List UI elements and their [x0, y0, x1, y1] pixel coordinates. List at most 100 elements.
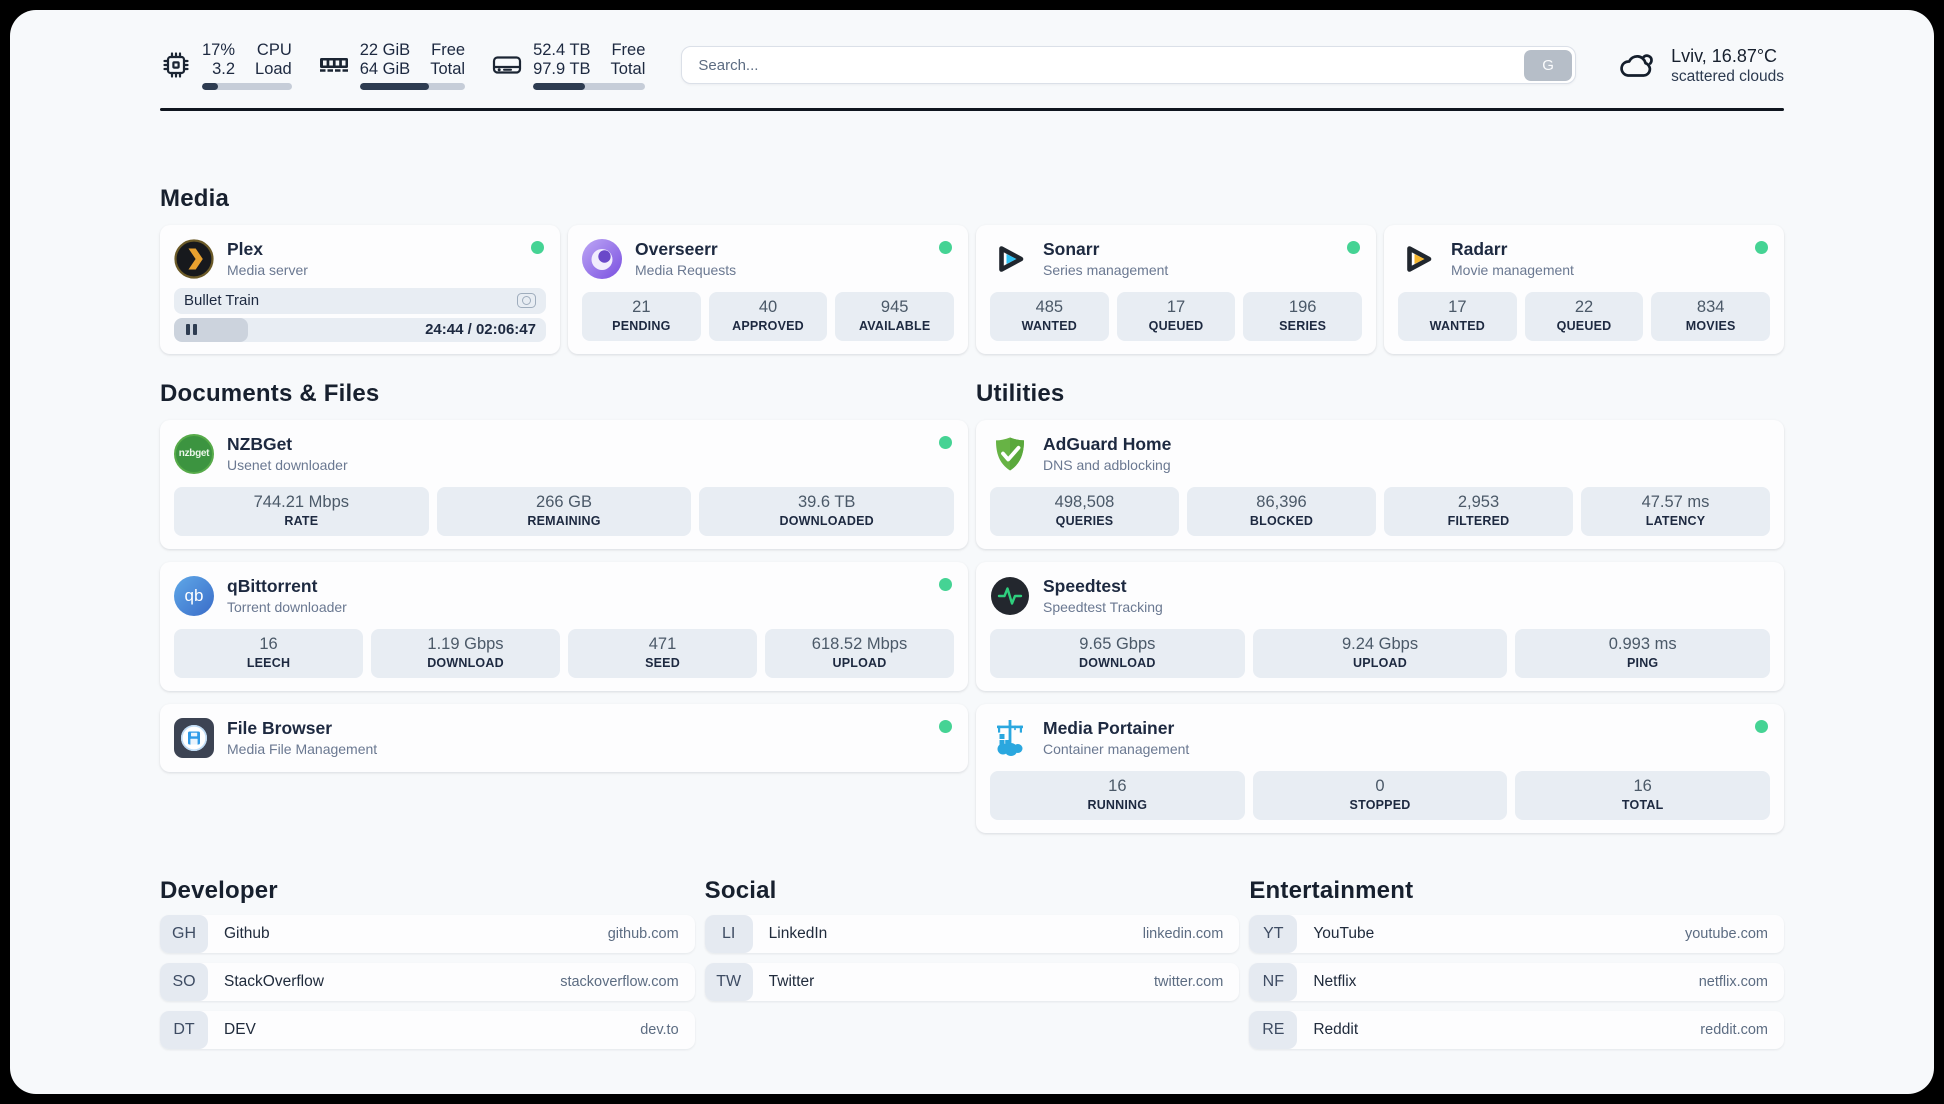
- search-input[interactable]: [682, 56, 1525, 74]
- stat-block: 0.993 ms PING: [1515, 628, 1771, 678]
- adguard-icon: [996, 437, 1024, 470]
- stat-block: 618.52 Mbps UPLOAD: [765, 628, 954, 678]
- bookmark-name: DEV: [224, 1020, 256, 1038]
- status-dot: [939, 435, 952, 449]
- stat-value: 16: [1633, 776, 1652, 795]
- bookmark-dev[interactable]: DT DEV dev.to: [160, 1010, 695, 1049]
- stat-value: 17: [1166, 297, 1186, 316]
- service-stats: 498,508 QUERIES 86,396 BLOCKED 2,953 FILTERED…: [990, 486, 1770, 536]
- section-title-entertainment: Entertainment: [1249, 876, 1414, 904]
- stat-label: BLOCKED: [1249, 513, 1314, 528]
- service-name: Overseerr: [635, 238, 718, 259]
- service-card-speedtest[interactable]: Speedtest Speedtest Tracking 9.65 Gbps DO…: [976, 561, 1784, 691]
- header-bar: 17% 3.2 CPU Load: [160, 40, 1784, 90]
- status-dot: [531, 240, 544, 254]
- service-card-sonarr[interactable]: Sonarr Series management 485 WANTED 17 QUEU…: [976, 224, 1376, 354]
- bookmark-abbr: GH: [160, 914, 208, 953]
- memory-label-1: Free: [431, 40, 466, 59]
- service-stats: 16 RUNNING 0 STOPPED 16 TOTAL: [990, 770, 1771, 820]
- service-card-portainer[interactable]: Media Portainer Container management 16 R…: [976, 703, 1784, 833]
- service-desc: DNS and adblocking: [1043, 456, 1171, 473]
- two-column-sections: Documents & Files nzbget NZBGet Usenet d…: [160, 380, 1784, 833]
- stat-value: 834: [1696, 297, 1725, 316]
- bookmark-stackoverflow[interactable]: SO StackOverflow stackoverflow.com: [160, 962, 695, 1001]
- stat-label: SEED: [645, 655, 680, 670]
- bookmark-name: Twitter: [768, 972, 815, 990]
- service-desc: Speedtest Tracking: [1043, 598, 1163, 615]
- service-stats: 744.21 Mbps RATE 266 GB REMAINING 39.6 TB DOW…: [174, 486, 955, 536]
- section-media: Media Plex Media server: [160, 185, 1784, 354]
- bookmark-abbr: SO: [160, 962, 208, 1001]
- bookmark-group-social: Social LI LinkedIn linkedin.com TW Twitter tw…: [704, 876, 1240, 1011]
- bookmark-list-developer: GH Github github.com SO StackOverflow stackov…: [160, 914, 695, 1049]
- radarr-icon: [1407, 245, 1432, 272]
- search-engine-button[interactable]: G: [1524, 49, 1573, 81]
- bookmark-twitter[interactable]: TW Twitter twitter.com: [704, 962, 1240, 1001]
- bookmark-netflix[interactable]: NF Netflix netflix.com: [1249, 962, 1784, 1001]
- stat-value: 39.6 TB: [797, 492, 856, 511]
- stat-label: PENDING: [612, 318, 671, 333]
- stat-label: UPLOAD: [1353, 655, 1407, 670]
- stat-value: 618.52 Mbps: [811, 634, 908, 653]
- stat-block: 471 SEED: [568, 628, 757, 678]
- stat-label: AVAILABLE: [858, 318, 931, 333]
- status-dot: [1755, 240, 1768, 254]
- bookmark-abbr: TW: [704, 962, 753, 1001]
- search-bar: G: [681, 46, 1577, 84]
- stat-label: SERIES: [1279, 318, 1327, 333]
- stat-block: 0 STOPPED: [1252, 770, 1508, 820]
- status-dot: [939, 719, 952, 733]
- service-stats: 17 WANTED 22 QUEUED 834 MOVIES: [1398, 291, 1771, 341]
- disk-icon: [492, 56, 522, 74]
- bookmark-reddit[interactable]: RE Reddit reddit.com: [1249, 1010, 1784, 1049]
- stat-label: LATENCY: [1645, 513, 1706, 528]
- stat-value: 196: [1288, 297, 1317, 316]
- service-card-plex[interactable]: Plex Media server Bullet Train 24:44 / 0…: [160, 224, 560, 354]
- service-card-qbittorrent[interactable]: qb qBittorrent Torrent downloader 16 LEEC…: [160, 561, 968, 691]
- stat-value: 744.21 Mbps: [253, 492, 350, 511]
- service-card-adguard[interactable]: AdGuard Home DNS and adblocking 498,508 Q…: [976, 419, 1784, 549]
- bookmark-youtube[interactable]: YT YouTube youtube.com: [1249, 914, 1784, 953]
- stat-label: UPLOAD: [832, 655, 887, 670]
- qbittorrent-icon: qb: [174, 575, 214, 616]
- service-card-radarr[interactable]: Radarr Movie management 17 WANTED 22 QUEUED…: [1384, 224, 1784, 354]
- section-title-utilities: Utilities: [976, 379, 1065, 407]
- service-name: qBittorrent: [227, 575, 318, 596]
- bookmark-name: Github: [224, 924, 270, 942]
- service-desc: Media server: [227, 261, 308, 278]
- service-name: AdGuard Home: [1043, 433, 1172, 454]
- bookmark-name: Netflix: [1313, 972, 1357, 990]
- cpu-label-2: Load: [255, 59, 292, 78]
- memory-total: 64 GiB: [359, 59, 411, 78]
- service-name: Sonarr: [1043, 238, 1100, 259]
- disk-free: 52.4 TB: [533, 40, 591, 59]
- stat-label: QUERIES: [1055, 513, 1114, 528]
- stat-block: 17 WANTED: [1398, 291, 1517, 341]
- service-card-nzbget[interactable]: nzbget NZBGet Usenet downloader 744.21 M…: [160, 419, 968, 549]
- stat-label: WANTED: [1429, 318, 1486, 333]
- bookmark-linkedin[interactable]: LI LinkedIn linkedin.com: [704, 914, 1240, 953]
- stat-value: 471: [648, 634, 677, 653]
- service-name: Media Portainer: [1043, 717, 1175, 738]
- stat-value: 485: [1035, 297, 1064, 316]
- scattered-clouds-icon: [1620, 54, 1653, 77]
- playback-progress-row: 24:44 / 02:06:47: [174, 317, 546, 342]
- stat-block: 86,396 BLOCKED: [1187, 486, 1376, 536]
- stat-label: RATE: [284, 513, 319, 528]
- stat-label: WANTED: [1021, 318, 1078, 333]
- portainer-icon: [997, 719, 1023, 756]
- cpu-label-1: CPU: [256, 40, 292, 59]
- speedtest-icon: [991, 576, 1029, 615]
- service-card-overseerr[interactable]: Overseerr Media Requests 21 PENDING 40 APPR…: [568, 224, 968, 354]
- section-title-media: Media: [160, 184, 230, 212]
- section-title-social: Social: [704, 876, 777, 904]
- cpu-progress-fill: [202, 82, 219, 90]
- stat-block: 1.19 Gbps DOWNLOAD: [371, 628, 560, 678]
- bookmark-github[interactable]: GH Github github.com: [160, 914, 695, 953]
- stat-block: 834 MOVIES: [1651, 291, 1771, 341]
- stat-label: RUNNING: [1087, 797, 1148, 812]
- stat-value: 0: [1375, 776, 1385, 795]
- service-name: NZBGet: [227, 433, 293, 454]
- section-utilities: Utilities AdGuard Home DNS and adblock: [976, 380, 1784, 833]
- service-card-filebrowser[interactable]: File Browser Media File Management: [160, 703, 968, 772]
